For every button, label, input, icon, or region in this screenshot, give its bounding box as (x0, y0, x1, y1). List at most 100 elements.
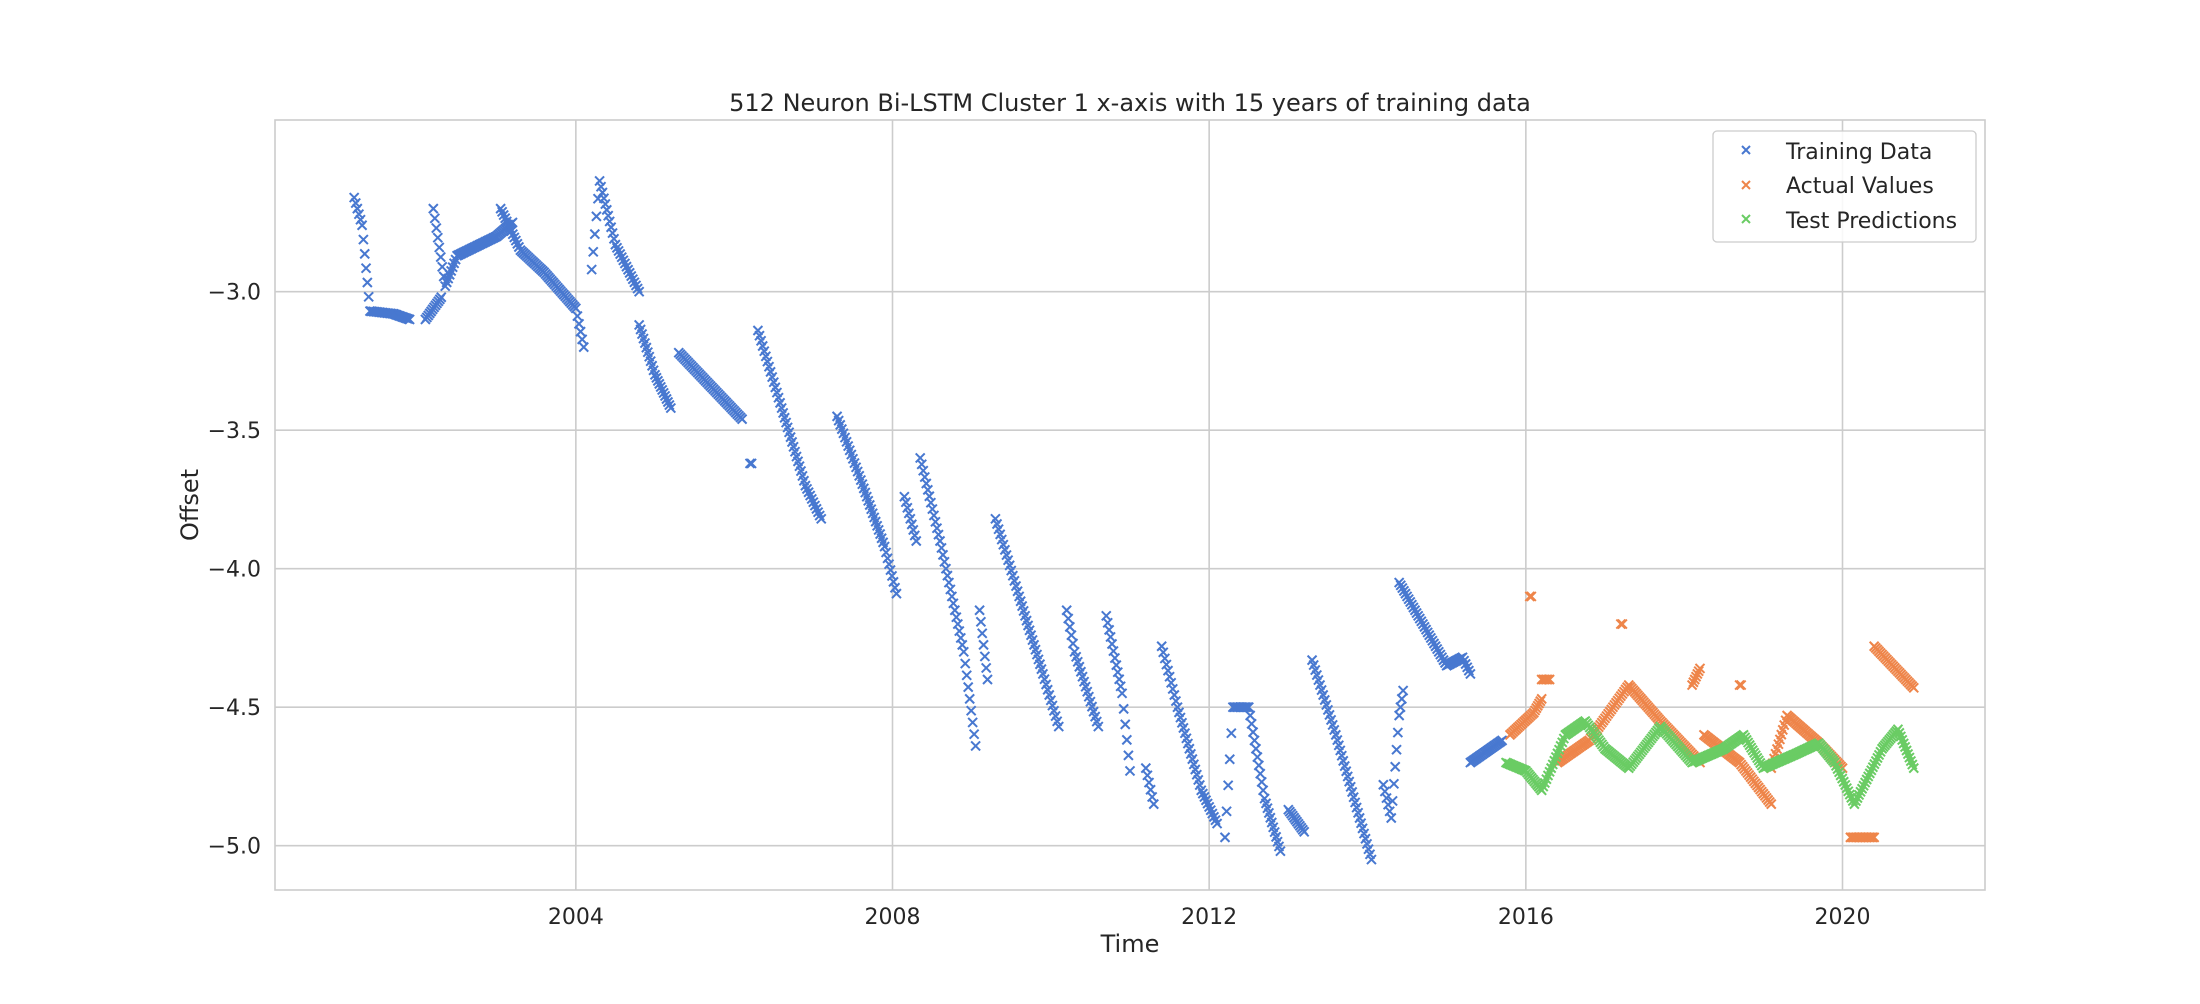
actual-values-point (1544, 674, 1555, 685)
training-data-point (436, 292, 447, 303)
training-data-point (659, 390, 671, 402)
legend-item-actual-values: Actual Values (1741, 174, 1934, 199)
training-data-point (432, 232, 443, 243)
training-data-point (591, 211, 602, 222)
training-data-point (658, 387, 669, 399)
legend-item-training-data: Training Data (1741, 140, 1932, 165)
training-data-point (816, 513, 827, 525)
training-data-point (1124, 765, 1136, 777)
x-axis-label: Time (1100, 930, 1160, 958)
training-data-point (736, 413, 748, 425)
y-tick-label: −4.0 (208, 558, 261, 583)
training-data-point (573, 318, 585, 330)
chart-title: 512 Neuron Bi-LSTM Cluster 1 x-axis with… (729, 89, 1531, 117)
training-data-point (1148, 798, 1159, 810)
grid (275, 120, 1985, 890)
y-tick-label: −3.5 (208, 419, 261, 444)
training-data-point (358, 234, 369, 245)
training-data-point (962, 681, 974, 693)
training-data-point (977, 628, 988, 639)
legend-label-test-predictions: Test Predictions (1785, 209, 1957, 234)
training-data-point (1246, 718, 1257, 730)
training-data-point (968, 728, 980, 740)
training-data-point (891, 588, 902, 599)
training-data-point (1387, 795, 1398, 807)
training-data-point (1067, 638, 1079, 649)
training-data-point (1226, 728, 1237, 739)
training-data-point (965, 705, 977, 716)
training-data-point (665, 402, 677, 414)
actual-values-point (1734, 679, 1745, 691)
training-data-point (1064, 621, 1076, 633)
training-data-point (975, 616, 987, 628)
training-data-point (575, 326, 586, 337)
actual-values-point (1524, 591, 1535, 602)
training-data-point (1388, 778, 1400, 790)
training-data-point (1247, 726, 1259, 738)
training-data-point (1256, 776, 1267, 788)
training-data-point (1167, 683, 1178, 695)
training-data-point (1366, 854, 1377, 865)
training-data-point (656, 384, 668, 396)
training-data-point (652, 375, 664, 387)
y-tick-label: −5.0 (208, 835, 261, 860)
legend-marker-training-data (1741, 145, 1751, 155)
x-tick-label: 2008 (865, 905, 921, 930)
legend-label-actual-values: Actual Values (1786, 174, 1934, 199)
training-data-point (1164, 671, 1175, 682)
training-data-point (589, 228, 601, 240)
y-tick-label: −4.5 (208, 696, 261, 721)
training-data-point (1093, 721, 1104, 732)
training-data-point (1244, 710, 1256, 721)
training-data-point (970, 740, 981, 752)
training-data-point (662, 396, 674, 408)
training-data-point (576, 334, 588, 345)
plot-frame (274, 119, 1986, 891)
tick-labels: 2004 2008 2012 2016 2020 −3.0 −3.5 −4.0 −4.5 −5.0 (208, 281, 1871, 930)
training-data-point (967, 717, 978, 728)
training-data-point (961, 670, 972, 681)
actual-values-point (1766, 798, 1777, 810)
training-data-point (982, 674, 993, 685)
x-tick-label: 2016 (1498, 905, 1554, 930)
actual-values-point (1908, 682, 1919, 694)
training-data-point (1165, 677, 1177, 689)
legend-box (1712, 130, 1977, 243)
training-data-point (1395, 701, 1406, 713)
legend-marker-test-predictions (1741, 214, 1751, 224)
training-data-point (431, 222, 442, 234)
training-data-point (1397, 685, 1409, 696)
series-training-data (348, 175, 1508, 865)
training-data-point (1386, 812, 1397, 824)
training-data-point (1066, 629, 1077, 641)
training-data-point (1169, 689, 1180, 701)
training-data-point (359, 248, 370, 260)
training-data-point (437, 261, 448, 273)
training-data-point (404, 314, 415, 325)
actual-values-point (1615, 618, 1627, 630)
training-data-point (362, 277, 373, 288)
training-data-point (578, 341, 589, 353)
training-data-point (1393, 710, 1405, 721)
training-data-point (655, 381, 666, 393)
training-data-point (1211, 818, 1223, 829)
actual-values-point (1693, 665, 1704, 677)
actual-values-point (1541, 674, 1552, 685)
actual-values-point (1692, 668, 1703, 680)
training-data-point (1161, 659, 1172, 670)
training-data-point (978, 639, 989, 651)
training-data-point (1123, 750, 1134, 761)
training-data-point (429, 213, 441, 224)
actual-values-point (1865, 832, 1877, 843)
training-data-point (1222, 780, 1234, 791)
training-data-point (958, 646, 969, 658)
training-data-point (570, 303, 582, 314)
training-data-point (1465, 668, 1476, 680)
legend: Training Data Actual Values Test Predict… (1712, 130, 1977, 243)
y-axis-label: Offset (176, 469, 204, 541)
actual-values-point (1688, 677, 1699, 688)
x-tick-label: 2020 (1815, 905, 1871, 930)
training-data-point (974, 605, 985, 616)
training-data-point (434, 242, 445, 253)
training-data-point (1255, 768, 1266, 779)
